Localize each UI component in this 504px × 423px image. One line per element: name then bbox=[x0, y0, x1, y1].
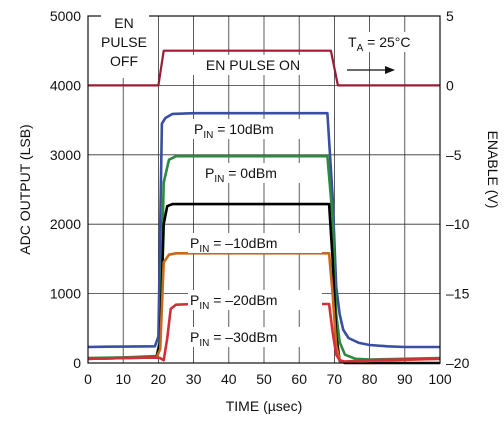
x-tick-label: 10 bbox=[115, 371, 131, 387]
annotations: EN PULSE OFF EN PULSE ON TA = 25°C PIN =… bbox=[101, 10, 426, 349]
y-axis-title: ADC OUTPUT (LSB) bbox=[17, 124, 33, 254]
pin-10dbm-label: PIN = 10dBm bbox=[194, 121, 274, 141]
en-pulse-on-label-bg bbox=[188, 55, 318, 75]
y2-tick-label: –10 bbox=[446, 216, 470, 232]
x-axis-title: TIME (µsec) bbox=[226, 398, 303, 414]
pin-m10dbm-label: PIN = –10dBm bbox=[190, 235, 277, 255]
series-line-0 bbox=[88, 49, 440, 87]
series-layer bbox=[87, 49, 441, 365]
y2-tick-label: –5 bbox=[446, 147, 462, 163]
pin-m20dbm-label: PIN = –20dBm bbox=[190, 292, 277, 312]
y2-tick-label: –15 bbox=[446, 286, 470, 302]
y-tick-label: 2000 bbox=[50, 216, 81, 232]
x-tick-label: 60 bbox=[291, 371, 307, 387]
ta-label: TA = 25°C bbox=[348, 34, 410, 54]
y-tick-label: 1000 bbox=[50, 286, 81, 302]
x-tick-label: 0 bbox=[84, 371, 92, 387]
x-tick-label: 90 bbox=[397, 371, 413, 387]
pin-m30dbm-label-bg bbox=[188, 327, 322, 347]
y-tick-label: 4000 bbox=[50, 77, 81, 93]
y-tick-label: 3000 bbox=[50, 147, 81, 163]
en-pulse-on-label: EN PULSE ON bbox=[206, 57, 300, 73]
x-tick-label: 80 bbox=[362, 371, 378, 387]
y-tick-label: 5000 bbox=[50, 8, 81, 24]
en-pulse-off-line2: PULSE bbox=[101, 34, 147, 50]
x-tick-label: 30 bbox=[186, 371, 202, 387]
pin-m20dbm-label-bg bbox=[188, 290, 322, 310]
y2-axis-title: ENABLE (V) bbox=[485, 131, 501, 209]
x-tick-label: 20 bbox=[151, 371, 167, 387]
pin-m30dbm-label: PIN = –30dBm bbox=[190, 329, 277, 349]
x-tick-label: 40 bbox=[221, 371, 237, 387]
pin-0dbm-label: PIN = 0dBm bbox=[205, 165, 277, 185]
x-tick-label: 50 bbox=[256, 371, 272, 387]
tick-labels: 0 10 20 30 40 50 60 70 80 90 100010002000300040005… bbox=[50, 8, 470, 387]
ta-arrow-head bbox=[385, 66, 395, 74]
x-tick-label: 100 bbox=[428, 371, 452, 387]
plot-frame bbox=[87, 15, 441, 364]
pin-10dbm-label-bg bbox=[192, 119, 316, 139]
y2-tick-label: –20 bbox=[446, 355, 470, 371]
ta-label-bg bbox=[346, 32, 426, 52]
en-pulse-off-line3: OFF bbox=[110, 53, 138, 69]
series-line-1 bbox=[87, 111, 440, 349]
y-tick-label: 0 bbox=[73, 355, 81, 371]
x-tick-label: 70 bbox=[327, 371, 343, 387]
y2-tick-label: 0 bbox=[446, 77, 454, 93]
pin-0dbm-label-bg bbox=[203, 163, 303, 183]
pin-m10dbm-label-bg bbox=[188, 233, 322, 253]
en-pulse-off-label-bg bbox=[101, 10, 149, 78]
y2-tick-label: 5 bbox=[446, 8, 454, 24]
en-pulse-off-line1: EN bbox=[114, 15, 133, 31]
